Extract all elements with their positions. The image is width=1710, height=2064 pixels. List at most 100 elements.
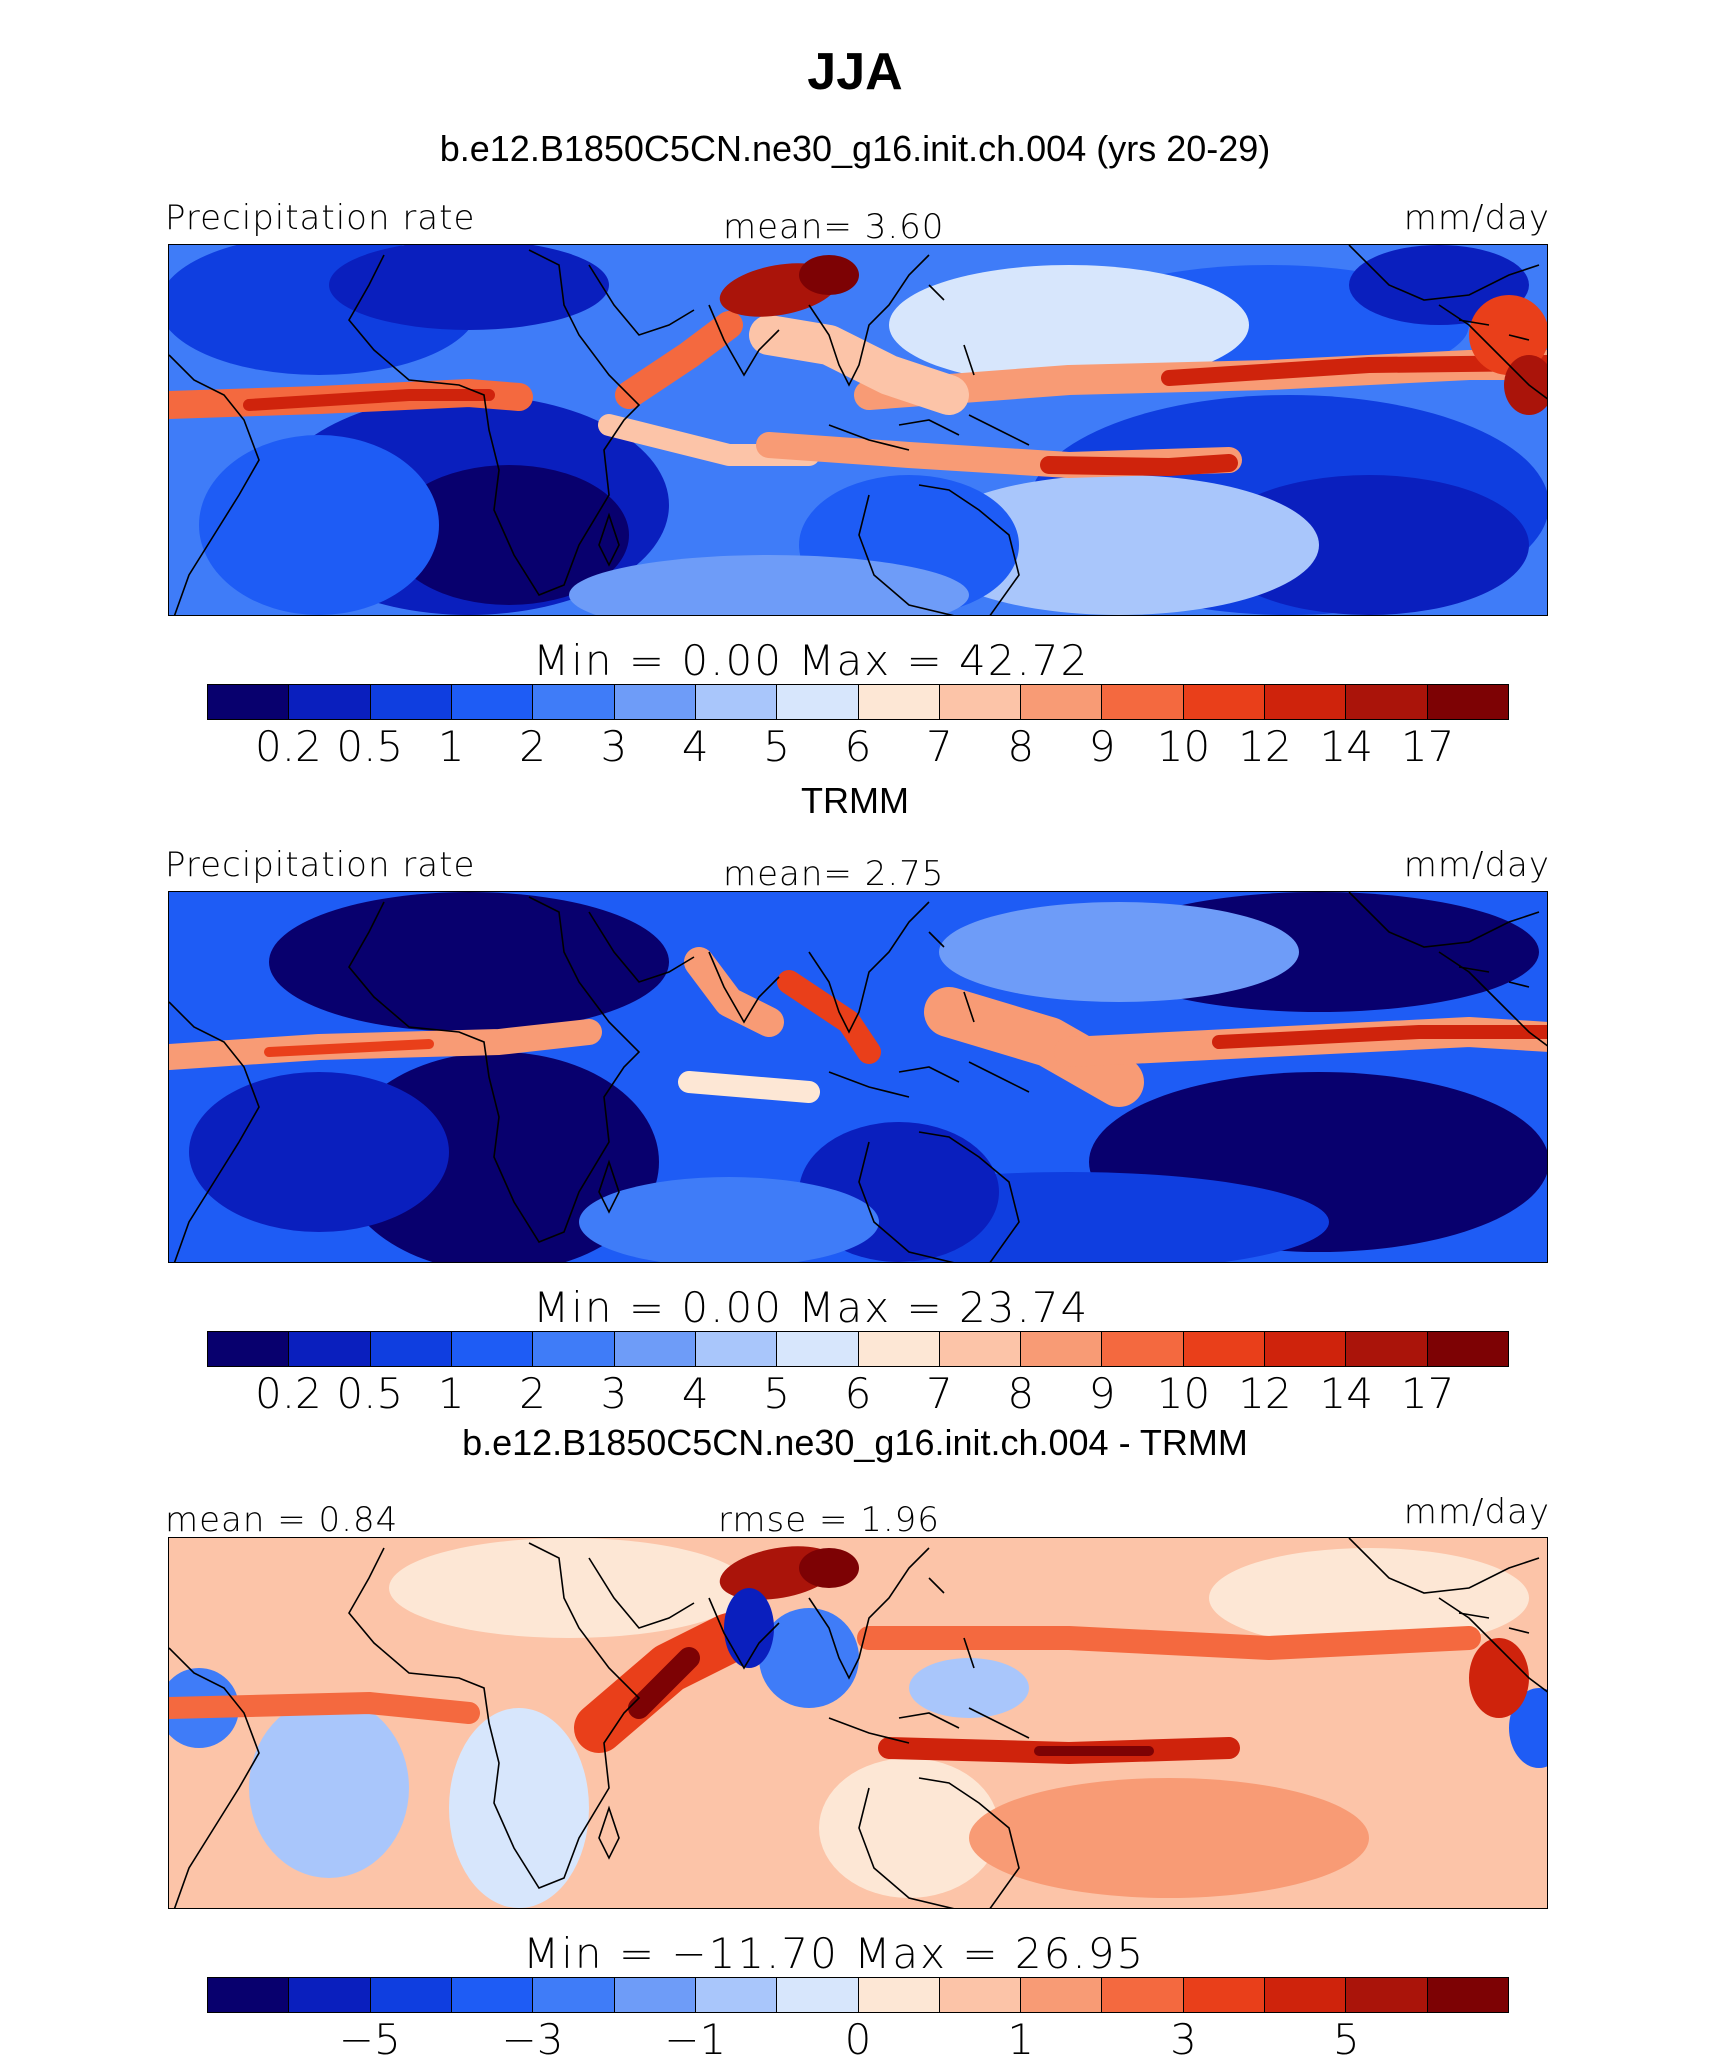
colorbar-swatch xyxy=(208,1332,290,1366)
precip-region xyxy=(389,1538,749,1638)
panel-3-minmax: Min = −11.70 Max = 26.95 xyxy=(523,1929,1146,1978)
precip-band xyxy=(924,987,1144,1107)
precip-region xyxy=(249,1698,409,1878)
colorbar-tick-label: 9 xyxy=(1088,722,1116,771)
colorbar-tick-label: 3 xyxy=(600,1369,628,1418)
colorbar-swatch xyxy=(939,1978,1022,2012)
colorbar-tick-label: 3 xyxy=(600,722,628,771)
colorbar-swatch xyxy=(289,685,371,719)
colorbar-tick-label: 10 xyxy=(1156,722,1211,771)
coastlines xyxy=(169,1538,1547,1908)
colorbar-swatch xyxy=(1427,1978,1508,2012)
colorbar-tick-label: 2 xyxy=(519,722,546,771)
panel-3-units-label: mm/day xyxy=(1403,1492,1550,1532)
colorbar-tick-label: 1 xyxy=(437,1369,465,1418)
precip-region xyxy=(889,265,1249,385)
colorbar-tick-label: 2 xyxy=(519,1369,546,1418)
colorbar-swatch xyxy=(451,1978,534,2012)
colorbar-tick-label: 5 xyxy=(763,1369,790,1418)
colorbar-tick-label: 12 xyxy=(1238,1369,1292,1418)
colorbar-swatch xyxy=(1021,1332,1103,1366)
panel-2-mean-label: mean= 2.75 xyxy=(723,854,945,894)
panel-3-mean-label: mean = 0.84 xyxy=(165,1500,399,1540)
precip-region xyxy=(799,1548,859,1588)
colorbar-tick-label: −5 xyxy=(338,2015,401,2064)
colorbar-swatch xyxy=(1021,685,1103,719)
figure-title: JJA xyxy=(807,43,903,101)
colorbar-swatch xyxy=(858,685,940,719)
precip-band xyxy=(264,1039,434,1057)
colorbar-tick-label: 1 xyxy=(1007,2015,1035,2064)
colorbar-swatch xyxy=(695,1332,778,1366)
precip-region xyxy=(724,1588,774,1668)
precip-region xyxy=(909,1658,1029,1718)
colorbar-tick-label: 8 xyxy=(1007,1369,1035,1418)
colorbar-swatch xyxy=(1265,1978,1347,2012)
colorbar-swatch xyxy=(533,1978,615,2012)
colorbar-tick-label: 10 xyxy=(1156,1369,1211,1418)
coastlines xyxy=(169,892,1547,1262)
panel-3-subtitle: b.e12.B1850C5CN.ne30_g16.init.ch.004 - T… xyxy=(462,1422,1248,1463)
colorbar-swatch xyxy=(1427,1332,1508,1366)
panel-2-units-label: mm/day xyxy=(1403,845,1550,885)
colorbar-swatch xyxy=(614,685,696,719)
colorbar-swatch xyxy=(939,1332,1022,1366)
colorbar-swatch xyxy=(289,1978,371,2012)
precip-band xyxy=(749,315,969,415)
colorbar-swatch xyxy=(614,1978,696,2012)
colorbar-swatch xyxy=(858,1332,940,1366)
colorbar-swatch xyxy=(289,1332,371,1366)
colorbar-swatch xyxy=(1183,1978,1266,2012)
colorbar-tick-label: −1 xyxy=(664,2015,727,2064)
colorbar-swatch xyxy=(1183,1332,1266,1366)
colorbar-tick-label: 3 xyxy=(1170,2015,1197,2064)
colorbar-tick-label: 0.2 xyxy=(254,722,322,771)
panel-1-subtitle: b.e12.B1850C5CN.ne30_g16.init.ch.004 (yr… xyxy=(439,128,1271,169)
panel-2-subtitle: TRMM xyxy=(801,780,909,821)
precip-band xyxy=(628,1647,700,1719)
precip-region xyxy=(189,1072,449,1232)
panel-1-units-label: mm/day xyxy=(1403,198,1550,238)
precip-region xyxy=(579,1177,879,1262)
colorbar-tick-label: 12 xyxy=(1238,722,1292,771)
colorbar-swatch xyxy=(533,685,615,719)
colorbar-swatch xyxy=(777,1978,859,2012)
precip-region xyxy=(1209,1548,1529,1648)
panel-1-mean-label: mean= 3.60 xyxy=(723,207,945,247)
panel-2-colorbar xyxy=(207,1331,1509,1367)
colorbar-tick-label: 4 xyxy=(681,722,709,771)
panel-2-variable-label: Precipitation rate xyxy=(165,845,476,885)
colorbar-swatch xyxy=(533,1332,615,1366)
precip-region xyxy=(919,475,1319,615)
panel-2-minmax: Min = 0.00 Max = 23.74 xyxy=(533,1283,1090,1332)
colorbar-swatch xyxy=(777,685,859,719)
colorbar-swatch xyxy=(1102,1978,1184,2012)
colorbar-tick-label: 17 xyxy=(1400,1369,1455,1418)
colorbar-swatch xyxy=(614,1332,696,1366)
precip-region xyxy=(269,892,669,1032)
colorbar-tick-label: 5 xyxy=(763,722,790,771)
colorbar-swatch xyxy=(695,685,778,719)
colorbar-swatch xyxy=(939,685,1022,719)
precip-region xyxy=(329,245,609,330)
panel-2-map xyxy=(168,891,1548,1263)
colorbar-swatch xyxy=(451,1332,534,1366)
colorbar-tick-label: 0.5 xyxy=(336,1369,404,1418)
colorbar-swatch xyxy=(1183,685,1266,719)
colorbar-tick-label: 14 xyxy=(1319,722,1373,771)
colorbar-tick-label: 0 xyxy=(844,2015,872,2064)
precip-region xyxy=(939,902,1299,1002)
colorbar-tick-label: 6 xyxy=(844,722,872,771)
colorbar-tick-label: 8 xyxy=(1007,722,1035,771)
precip-region xyxy=(199,435,439,615)
colorbar-swatch xyxy=(1265,1332,1347,1366)
precip-region xyxy=(819,1758,999,1898)
precip-band xyxy=(857,1626,1481,1660)
colorbar-tick-label: 9 xyxy=(1088,1369,1116,1418)
precip-region xyxy=(969,1778,1369,1898)
colorbar-swatch xyxy=(370,685,452,719)
panel-1-map xyxy=(168,244,1548,616)
panel-1-minmax: Min = 0.00 Max = 42.72 xyxy=(533,636,1090,685)
colorbar-swatch xyxy=(1102,1332,1184,1366)
precip-band xyxy=(169,1692,480,1724)
